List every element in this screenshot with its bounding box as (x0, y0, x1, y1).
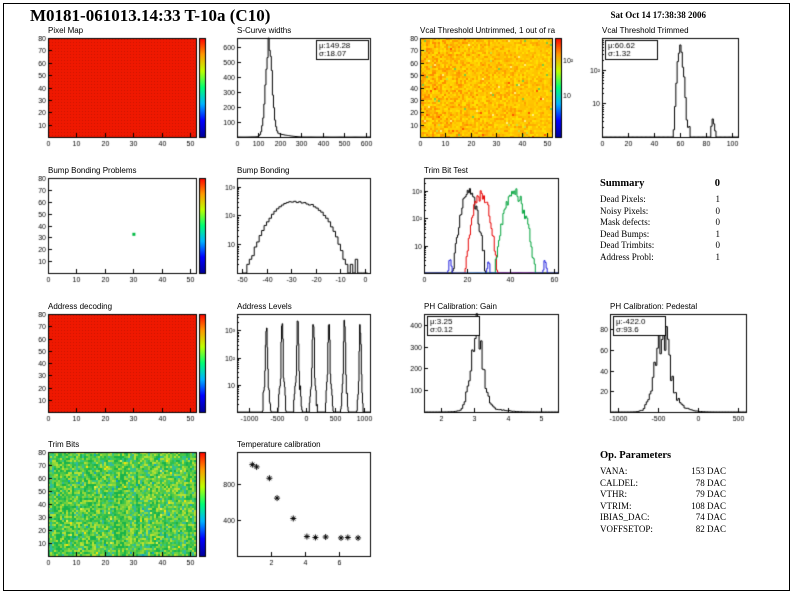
op-parameter-row: CALDEL: 78 DAC (600, 478, 726, 490)
summary-row-value: 1 (715, 228, 721, 239)
op-parameter-value: 153 DAC (691, 466, 726, 476)
op-parameter-row: VTRIM: 108 DAC (600, 501, 726, 513)
op-parameters-panel: Op. Parameters VANA: 153 DAC CALDEL: 78 DA… (600, 450, 726, 535)
summary-row-label: Mask defects: (600, 217, 651, 227)
temperature-calibration-canvas (211, 450, 378, 569)
plot-title: Bump Bonding Problems (48, 166, 137, 175)
chart-vcal-threshold-untrimmed: Vcal Threshold Untrimmed, 1 out of ra (398, 26, 578, 150)
summary-row: Dead Trimbits: 0 (600, 240, 720, 252)
op-parameter-row: IBIAS_DAC: 74 DAC (600, 512, 726, 524)
summary-row-value: 0 (715, 240, 721, 250)
chart-trim-bit-test: Trim Bit Test (398, 166, 566, 286)
timestamp: Sat Oct 14 17:38:38 2006 (610, 10, 707, 20)
summary-row-label: Dead Trimbits: (600, 240, 655, 250)
plot-title: Vcal Threshold Untrimmed, 1 out of ra (420, 26, 556, 35)
chart-bump-bonding: Bump Bonding (211, 166, 378, 286)
plot-title: Trim Bit Test (424, 166, 469, 175)
summary-row-label: Dead Bumps: (600, 228, 650, 239)
ph-pedestal-canvas (584, 312, 754, 425)
op-parameter-row: VANA: 153 DAC (600, 466, 726, 478)
plot-title: Vcal Threshold Trimmed (602, 26, 689, 35)
trim-bit-test-canvas (398, 176, 566, 286)
summary-row: Mask defects: 0 (600, 217, 720, 229)
chart-trim-bits: Trim Bits (26, 440, 210, 569)
plot-title: S-Curve widths (237, 26, 292, 35)
summary-row: Noisy Pixels: 0 (600, 206, 720, 218)
plot-title: PH Calibration: Pedestal (610, 302, 698, 311)
summary-row-value: 0 (715, 205, 721, 216)
op-parameters-title: Op. Parameters (600, 450, 672, 461)
ph-gain-canvas (398, 312, 566, 425)
chart-address-levels: Address Levels (211, 302, 378, 425)
op-parameter-value: 79 DAC (695, 489, 726, 499)
op-parameter-value: 74 DAC (695, 512, 726, 522)
plot-title: Temperature calibration (237, 440, 321, 449)
chart-pixel-map: Pixel Map (26, 26, 210, 150)
plot-title: Bump Bonding (237, 166, 290, 175)
plot-title: Trim Bits (48, 440, 80, 449)
chart-temperature-calibration: Temperature calibration (211, 440, 378, 569)
op-parameter-label: VTHR: (600, 489, 627, 499)
summary-panel: Summary 0 Dead Pixels: 1 Noisy Pixels: 0 M… (600, 178, 720, 263)
op-parameter-row: VOFFSETOP: 82 DAC (600, 524, 726, 536)
plot-title: Address decoding (48, 302, 113, 311)
summary-row: Dead Pixels: 1 (600, 194, 720, 206)
plot-title: PH Calibration: Gain (424, 302, 497, 311)
pixel-map-canvas (26, 36, 210, 150)
vcal-trimmed-canvas (576, 36, 746, 150)
summary-total: 0 (714, 178, 720, 189)
chart-address-decoding: Address decoding (26, 302, 210, 425)
op-parameter-row: VTHR: 79 DAC (600, 489, 726, 501)
summary-header: Summary 0 (600, 178, 720, 189)
summary-row: Dead Bumps: 1 (600, 229, 720, 241)
summary-row-value: 1 (715, 251, 721, 262)
summary-row-label: Address Probl: (600, 251, 654, 262)
summary-row-label: Dead Pixels: (600, 194, 646, 204)
trim-bits-canvas (26, 450, 210, 569)
chart-vcal-threshold-trimmed: Vcal Threshold Trimmed (576, 26, 746, 150)
summary-row-value: 1 (715, 194, 721, 204)
op-parameter-label: CALDEL: (600, 477, 638, 488)
op-parameter-label: IBIAS_DAC: (600, 512, 650, 522)
bump-problems-canvas (26, 176, 210, 286)
op-parameter-label: VOFFSETOP: (600, 523, 653, 534)
summary-title: Summary (600, 178, 645, 189)
bump-bonding-canvas (211, 176, 378, 286)
chart-scurve-widths: S-Curve widths (211, 26, 378, 150)
chart-ph-calibration-gain: PH Calibration: Gain (398, 302, 566, 425)
op-parameter-value: 78 DAC (695, 477, 726, 488)
op-parameter-label: VANA: (600, 466, 628, 476)
scurve-widths-canvas (211, 36, 378, 150)
address-levels-canvas (211, 312, 378, 425)
summary-row: Address Probl: 1 (600, 252, 720, 264)
plot-title: Pixel Map (48, 26, 84, 35)
page-border (3, 3, 790, 591)
chart-ph-calibration-pedestal: PH Calibration: Pedestal (584, 302, 754, 425)
op-parameter-label: VTRIM: (600, 500, 632, 511)
op-parameter-value: 108 DAC (691, 500, 726, 511)
vcal-untrimmed-canvas (398, 36, 578, 150)
plot-title: Address Levels (237, 302, 292, 311)
page-title: M0181-061013.14:33 T-10a (C10) (30, 6, 271, 25)
address-decoding-canvas (26, 312, 210, 425)
op-parameter-value: 82 DAC (695, 523, 726, 534)
summary-row-value: 0 (715, 217, 721, 227)
op-parameters-header: Op. Parameters (600, 450, 726, 461)
chart-bump-bonding-problems: Bump Bonding Problems (26, 166, 210, 286)
summary-row-label: Noisy Pixels: (600, 205, 649, 216)
